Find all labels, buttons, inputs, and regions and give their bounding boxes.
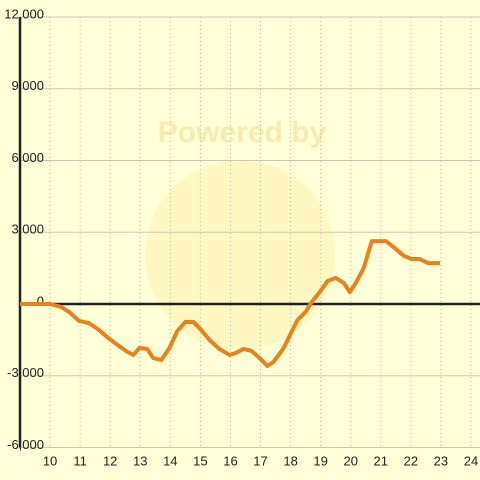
x-tick-label: 18	[283, 453, 297, 468]
x-tick-label: 19	[313, 453, 327, 468]
x-tick-label: 17	[253, 453, 267, 468]
x-tick-label: 10	[43, 453, 57, 468]
x-tick-label: 15	[193, 453, 207, 468]
x-tick-label: 24	[464, 453, 478, 468]
watermark-logo	[145, 160, 335, 350]
x-tick-label: 16	[223, 453, 237, 468]
x-tick-label: 22	[404, 453, 418, 468]
x-tick-label: 21	[374, 453, 388, 468]
data-line	[20, 239, 441, 368]
x-tick-label: 13	[133, 453, 147, 468]
y-tick-label: 9,000	[11, 78, 44, 93]
y-tick-label: 6,000	[11, 150, 44, 165]
x-tick-label: 14	[163, 453, 177, 468]
watermark: Powered by	[158, 116, 327, 149]
x-tick-label: 12	[103, 453, 117, 468]
y-tick-label: 3,000	[11, 222, 44, 237]
x-tick-label: 20	[343, 453, 357, 468]
y-tick-label: -6,000	[7, 437, 44, 452]
x-tick-label: 11	[73, 453, 87, 468]
x-tick-label: 23	[434, 453, 448, 468]
y-tick-label: -3,000	[7, 365, 44, 380]
y-tick-label: 0	[37, 293, 44, 308]
y-tick-label: 12,000	[4, 6, 44, 21]
